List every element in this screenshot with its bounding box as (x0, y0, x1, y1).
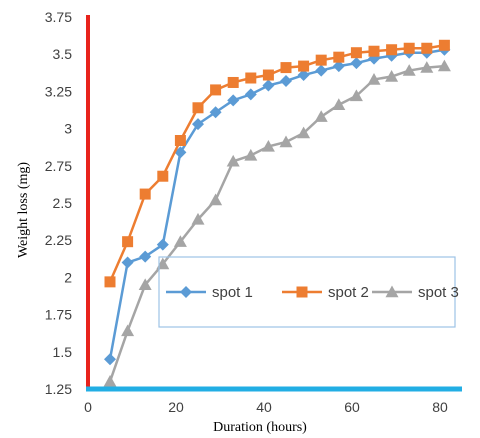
data-point (279, 135, 293, 148)
data-point (244, 88, 257, 101)
legend-box (158, 256, 456, 328)
data-point (103, 375, 117, 387)
legend-item: spot 3 (372, 284, 459, 301)
series-3 (103, 59, 451, 387)
data-point (386, 44, 398, 56)
data-point (245, 72, 257, 84)
data-point (104, 276, 116, 288)
data-point (244, 148, 258, 161)
data-point (421, 42, 433, 54)
data-point (121, 256, 134, 269)
data-point (315, 64, 328, 77)
y-tick-label: 1.5 (53, 344, 73, 360)
x-tick-label: 40 (256, 399, 272, 415)
legend-marker (296, 286, 308, 298)
data-point (227, 94, 240, 107)
data-point (385, 70, 399, 82)
data-point (139, 250, 152, 263)
x-axis-title: Duration (hours) (213, 420, 307, 435)
data-point (139, 188, 151, 200)
x-tick-label: 80 (432, 399, 448, 415)
data-point (209, 106, 222, 119)
series-layer (103, 39, 451, 387)
data-point (420, 61, 434, 73)
legend: spot 1 spot 2 spot 3 (158, 256, 459, 328)
data-point (314, 110, 328, 122)
data-point (298, 60, 310, 72)
y-tick-label: 2.25 (45, 232, 72, 248)
data-point (403, 42, 415, 54)
data-point (280, 62, 292, 74)
y-axis-title: Weight loss (mg) (16, 162, 31, 258)
data-point (349, 89, 363, 102)
data-point (156, 238, 169, 251)
data-point (297, 126, 311, 139)
legend-label: spot 3 (418, 284, 459, 301)
y-tick-labels: 1.25 1.5 1.75 2 2.25 2.5 2.75 3 3.25 3.5 3.75 (45, 9, 72, 397)
legend-label: spot 1 (212, 284, 253, 301)
data-point (122, 236, 134, 248)
data-point (173, 235, 187, 247)
data-point (297, 69, 310, 82)
data-point (210, 84, 222, 96)
data-point (261, 139, 275, 152)
data-point (437, 59, 451, 72)
data-point (174, 135, 186, 147)
x-tick-label: 0 (84, 399, 92, 415)
legend-marker (385, 285, 399, 298)
x-tick-labels: 0 20 40 60 80 (84, 399, 448, 415)
data-point (333, 51, 345, 63)
legend-item: spot 2 (282, 284, 369, 301)
data-point (262, 69, 274, 81)
y-tick-label: 3.25 (45, 83, 72, 99)
data-point (350, 47, 362, 59)
data-point (368, 45, 380, 57)
x-tick-label: 20 (168, 399, 184, 415)
data-point (121, 324, 135, 337)
data-point (191, 212, 205, 225)
y-tick-label: 2.75 (45, 158, 72, 174)
data-point (157, 170, 169, 182)
y-tick-label: 1.75 (45, 307, 72, 323)
data-point (192, 118, 204, 131)
series-2 (104, 39, 450, 288)
legend-label: spot 2 (328, 284, 369, 301)
data-point (138, 278, 152, 291)
data-point (315, 54, 327, 66)
data-point (332, 98, 346, 110)
data-point (227, 76, 239, 88)
y-tick-label: 3.5 (53, 46, 73, 62)
legend-marker (180, 286, 192, 298)
y-tick-label: 3 (64, 121, 72, 137)
data-point (104, 353, 116, 366)
y-tick-label: 1.25 (45, 381, 72, 397)
data-point (209, 193, 223, 206)
data-point (192, 102, 204, 114)
data-point (350, 57, 363, 70)
data-point (280, 74, 292, 87)
data-point (402, 64, 416, 76)
legend-item: spot 1 (166, 284, 253, 301)
data-point (367, 72, 381, 85)
y-tick-label: 2.5 (53, 195, 73, 211)
x-tick-label: 60 (344, 399, 360, 415)
data-point (226, 154, 240, 167)
data-point (438, 39, 450, 51)
data-point (332, 60, 345, 73)
y-tick-label: 3.75 (45, 9, 72, 25)
y-tick-label: 2 (64, 269, 72, 285)
data-point (262, 79, 275, 92)
